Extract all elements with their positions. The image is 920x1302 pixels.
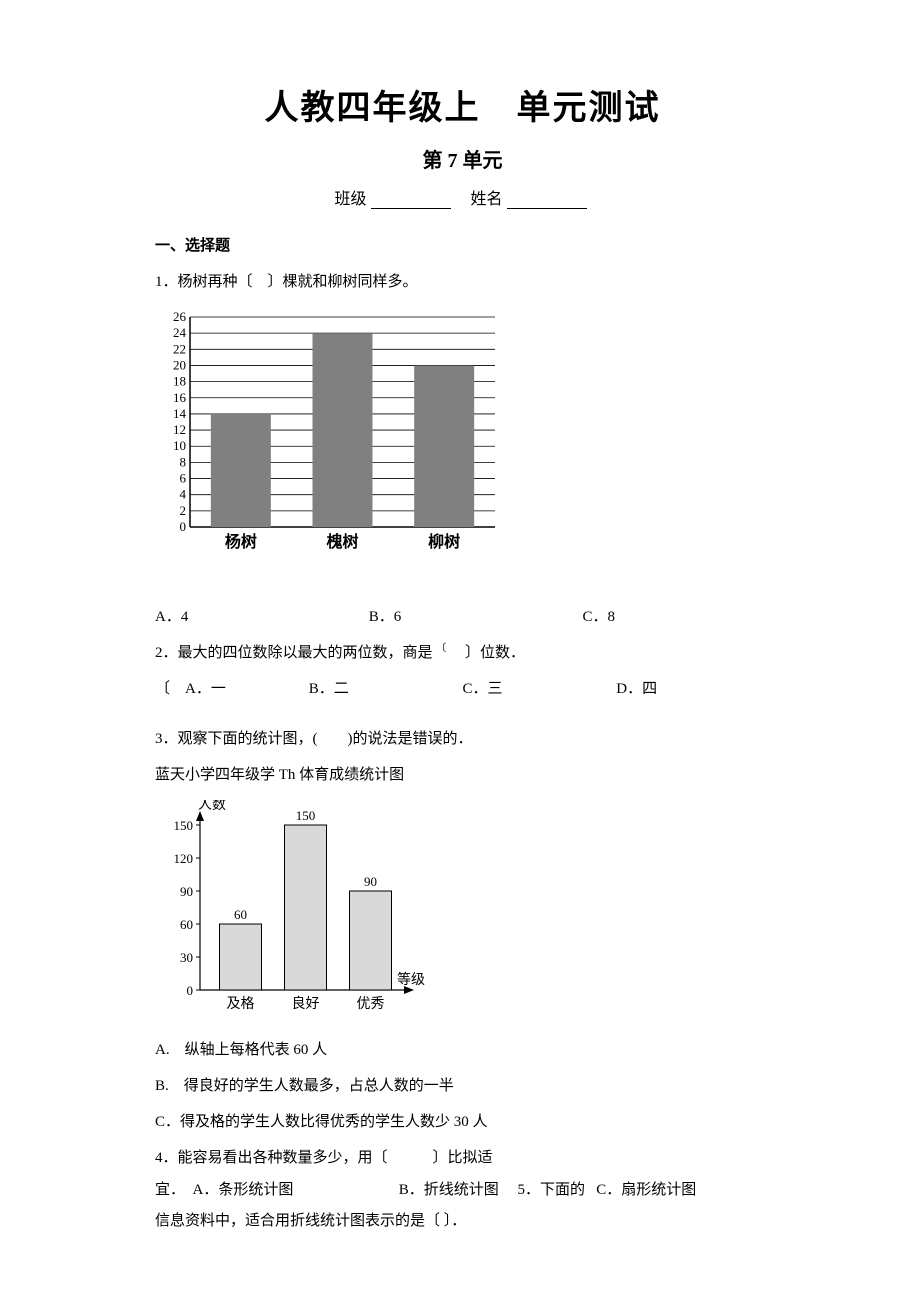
q1-option-b: B．6 [369,602,579,632]
section-1-heading: 一、选择题 [155,234,770,255]
svg-text:0: 0 [180,519,187,534]
q5-line2: 信息资料中，适合用折线统计图表示的是〔 〕． [155,1206,770,1238]
student-info-line: 班级 姓名 [155,185,770,209]
q2-option-c: C．三 [463,674,613,704]
svg-text:10: 10 [173,438,186,453]
question-1: 1．杨树再种〔 〕棵就和柳树同样多。 [155,267,770,297]
svg-text:0: 0 [187,983,194,998]
q2-option-d: D．四 [616,674,657,704]
svg-text:杨树: 杨树 [225,532,257,551]
class-blank[interactable] [371,208,451,209]
svg-text:良好: 良好 [292,996,320,1012]
svg-text:8: 8 [180,454,187,469]
svg-text:等级: 等级 [397,971,425,988]
sub-title: 第 7 单元 [155,144,770,173]
svg-text:150: 150 [174,818,194,833]
question-3: 3．观察下面的统计图，( )的说法是错误的． [155,724,770,754]
q2-options: 〔 A．一 B．二 C．三 D．四 [155,674,770,704]
svg-text:槐树: 槐树 [325,532,358,551]
svg-text:90: 90 [180,884,193,899]
svg-text:20: 20 [173,357,186,372]
q4-option-c: C．扇形统计图 [596,1175,696,1207]
svg-text:人数: 人数 [198,800,226,813]
q2-option-b: B．二 [309,674,459,704]
svg-text:26: 26 [173,309,187,324]
svg-text:12: 12 [173,422,186,437]
svg-text:及格: 及格 [227,996,255,1012]
q1-options: A．4 B．6 C．8 [155,602,770,632]
name-blank[interactable] [507,208,587,209]
q2-suffix: 〕位数． [465,645,525,661]
chart-2-grades: 人数等级 0 30 60 90 120 150 60 及格 150 良好 90 优秀 [155,800,770,1025]
main-title: 人教四年级上 单元测试 [155,80,770,129]
svg-text:6: 6 [180,471,187,486]
svg-text:18: 18 [173,374,186,389]
svg-text:2: 2 [180,503,187,518]
q3-option-a: A. 纵轴上每格代表 60 人 [155,1035,770,1065]
page: 人教四年级上 单元测试 第 7 单元 班级 姓名 一、选择题 1．杨树再种〔 〕… [0,0,920,1298]
question-2: 2．最大的四位数除以最大的两位数，商是 〔 〕位数． [155,638,770,668]
question-4: 4．能容易看出各种数量多少，用〔 〕比拟适 [155,1143,770,1175]
svg-text:150: 150 [296,808,316,823]
class-label: 班级 [334,191,366,208]
svg-text:60: 60 [234,907,247,922]
q1-option-a: A．4 [155,602,365,632]
svg-text:柳树: 柳树 [428,532,460,551]
q4-option-b: B．折线统计图 [399,1175,514,1207]
q1-option-c: C．8 [583,602,616,632]
q3-option-c: C．得及格的学生人数比得优秀的学生人数少 30 人 [155,1107,770,1137]
svg-text:4: 4 [180,487,187,502]
svg-text:30: 30 [180,950,193,965]
svg-text:120: 120 [174,851,194,866]
svg-text:16: 16 [173,390,187,405]
q2-option-a: 〔 A．一 [155,674,305,704]
q4-line2: 宜． A．条形统计图 B．折线统计图 5．下面的 C．扇形统计图 [155,1175,770,1207]
svg-text:优秀: 优秀 [357,996,385,1012]
q5-inline: 5．下面的 [518,1175,593,1207]
svg-text:22: 22 [173,341,186,356]
name-label: 姓名 [471,191,503,208]
q2-text: 2．最大的四位数除以最大的两位数，商是 [155,645,433,661]
q4-text: 4．能容易看出各种数量多少，用〔 〕比拟适 [155,1150,493,1166]
svg-text:90: 90 [364,874,377,889]
svg-text:60: 60 [180,917,193,932]
q3-subtitle: 蓝天小学四年级学 Th 体育成绩统计图 [155,760,770,790]
svg-text:14: 14 [173,406,187,421]
chart-1-trees: 02468101214161820222426杨树槐树柳树 [155,307,770,572]
q3-option-b: B. 得良好的学生人数最多，占总人数的一半 [155,1071,770,1101]
svg-text:24: 24 [173,325,187,340]
q4-option-a: 宜． A．条形统计图 [155,1175,395,1207]
